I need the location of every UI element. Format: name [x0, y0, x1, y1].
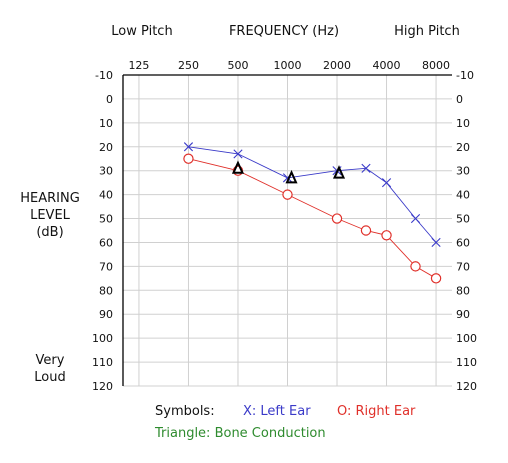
y-tick-label-right: 20	[456, 141, 470, 154]
db-label: (dB)	[36, 225, 63, 240]
y-tick-label-right: 30	[456, 165, 470, 178]
y-tick-label-left: 70	[99, 260, 113, 273]
y-tick-label-left: 100	[92, 332, 113, 345]
y-tick-label-right: 50	[456, 213, 470, 226]
x-tick-label: 125	[128, 59, 149, 72]
level-label: LEVEL	[30, 208, 71, 223]
right-ear-line	[188, 158, 437, 279]
very-label: Very	[36, 353, 65, 368]
y-tick-label-right: 40	[456, 189, 470, 202]
left-ear-x-marker	[431, 237, 441, 248]
hearing-label: HEARING	[20, 191, 80, 206]
left-ear-x-marker	[361, 163, 371, 173]
y-tick-label-left: 20	[99, 141, 113, 154]
y-tick-label-left: 40	[99, 189, 113, 202]
legend-bone-conduction: Triangle: Bone Conduction	[154, 426, 326, 441]
x-tick-label: 500	[227, 59, 248, 72]
y-tick-label-left: 30	[99, 165, 113, 178]
legend-symbols-label: Symbols:	[155, 404, 215, 419]
y-tick-label-left: 80	[99, 284, 113, 297]
right-ear-o-marker	[331, 213, 343, 224]
legend-right-ear: O: Right Ear	[337, 404, 416, 419]
bone-conduction-triangle-marker	[332, 165, 346, 179]
left-ear-line	[188, 146, 437, 243]
x-tick-label: 1000	[274, 59, 302, 72]
x-tick-label: 2000	[323, 59, 351, 72]
tick-labels: 125 250 500 1000 2000 4000 8000 -10 -10 0 0 10 10 20 2…	[92, 59, 477, 393]
right-ear-o-marker	[282, 189, 293, 200]
axes	[122, 74, 452, 386]
y-tick-label-right: 100	[456, 332, 477, 345]
y-tick-label-right: 110	[456, 356, 477, 369]
frequency-label: FREQUENCY (Hz)	[229, 24, 339, 39]
data-series	[183, 142, 442, 284]
y-tick-label-right: 70	[456, 260, 470, 273]
y-tick-label-left: 60	[99, 236, 113, 249]
right-ear-o-marker	[381, 230, 392, 241]
x-tick-label: 250	[178, 59, 199, 72]
right-ear-o-marker	[360, 225, 372, 236]
y-tick-label-right: 0	[456, 93, 463, 106]
y-tick-label-right: 120	[456, 380, 477, 393]
y-tick-label-left: 50	[99, 213, 113, 226]
right-ear-o-marker	[430, 273, 442, 284]
high-pitch-label: High Pitch	[394, 24, 460, 39]
y-tick-label-left: 90	[99, 308, 113, 321]
right-ear-o-marker	[183, 153, 194, 164]
y-tick-label-right: 60	[456, 236, 470, 249]
y-tick-label-right: 90	[456, 308, 470, 321]
y-tick-label-left: -10	[95, 69, 113, 82]
bone-conduction-triangle-marker	[285, 169, 298, 184]
loud-label: Loud	[34, 370, 65, 385]
left-ear-x-marker	[183, 142, 194, 152]
y-tick-label-right: 80	[456, 284, 470, 297]
x-tick-label: 4000	[373, 59, 401, 72]
y-tick-label-left: 10	[99, 117, 113, 130]
right-ear-o-marker	[410, 261, 421, 272]
y-tick-label-right: -10	[456, 69, 474, 82]
y-tick-label-left: 0	[106, 93, 113, 106]
left-ear-x-marker	[381, 178, 392, 188]
y-tick-label-left: 120	[92, 380, 113, 393]
left-ear-x-marker	[233, 149, 243, 159]
grid	[123, 74, 452, 387]
y-tick-label-left: 110	[92, 356, 113, 369]
x-tick-label: 8000	[422, 59, 450, 72]
bone-conduction-triangle-marker	[231, 160, 245, 174]
legend-left-ear: X: Left Ear	[243, 404, 311, 419]
y-tick-label-right: 10	[456, 117, 470, 130]
low-pitch-label: Low Pitch	[111, 24, 172, 39]
left-ear-x-marker	[410, 213, 421, 224]
